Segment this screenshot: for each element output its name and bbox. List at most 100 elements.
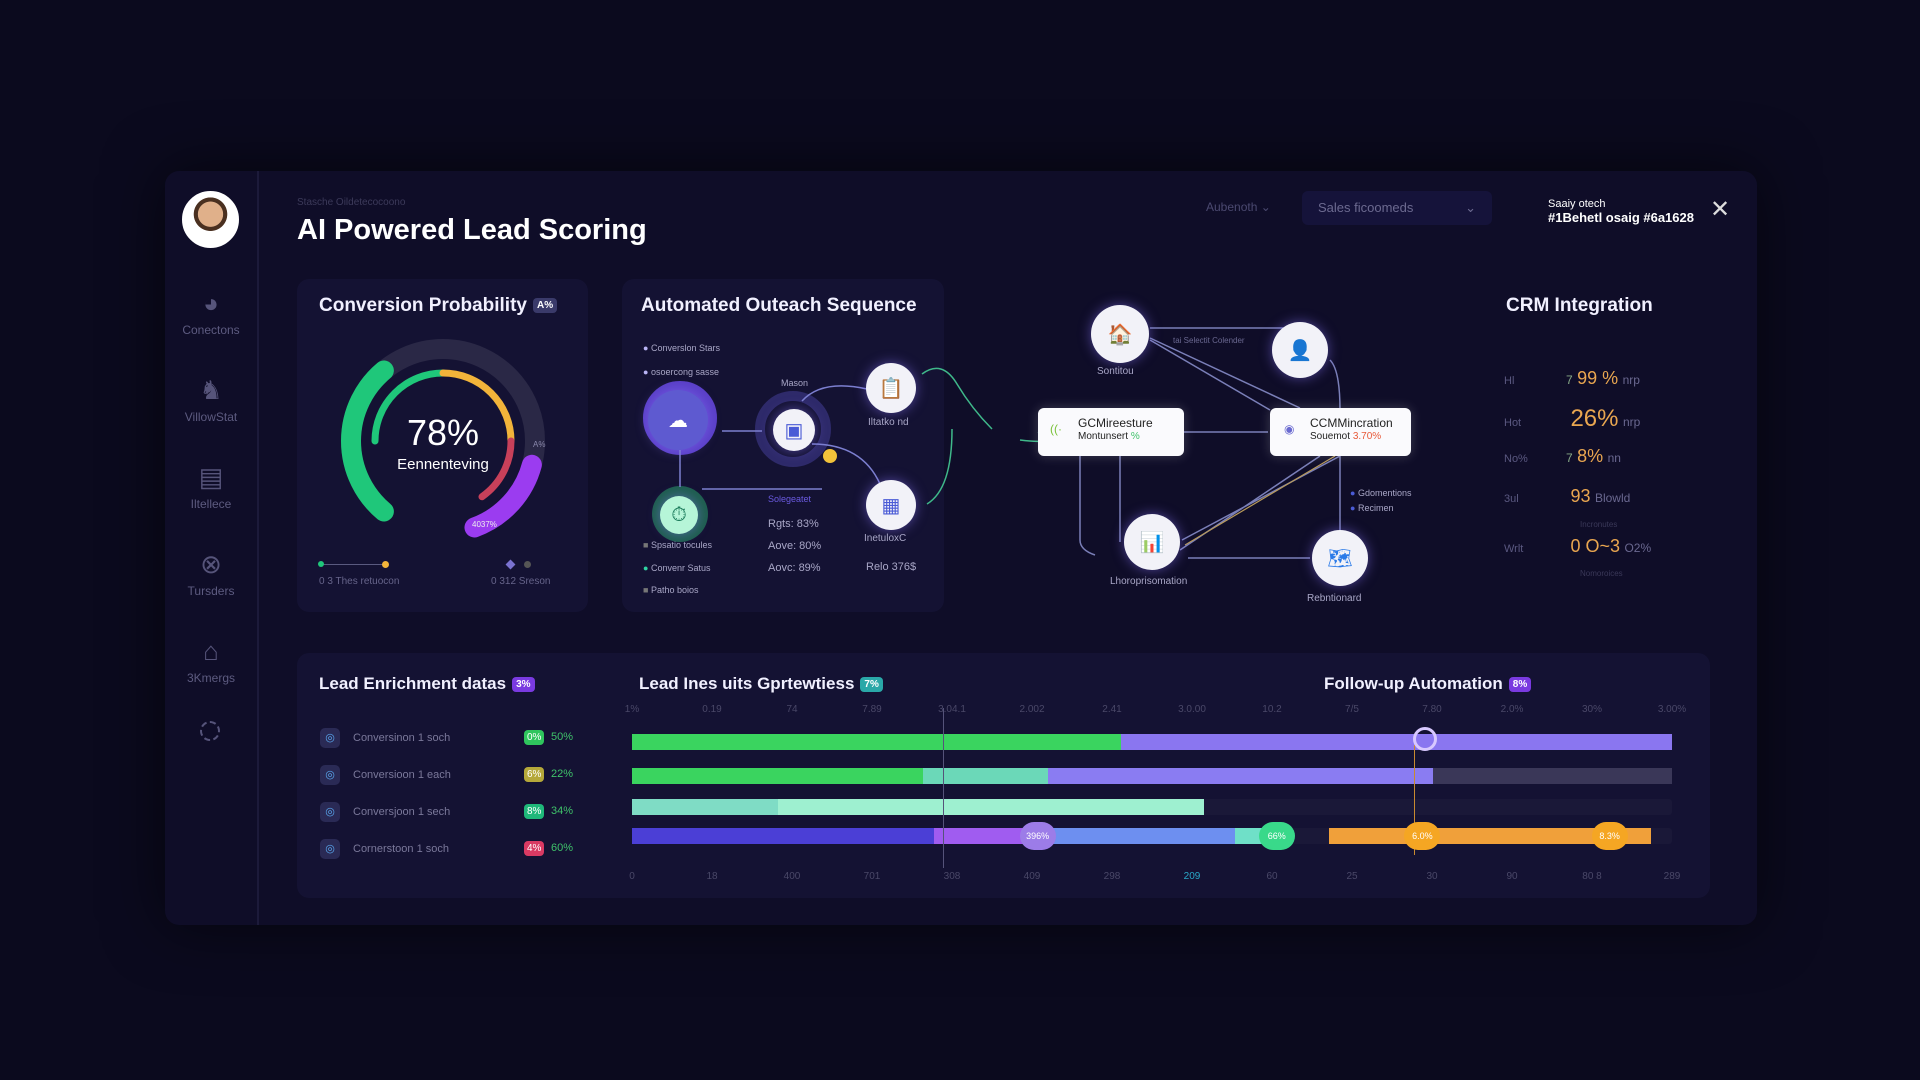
lead-icon: ◎ — [320, 802, 340, 822]
crm-row[interactable]: Hot 26% nrp — [1504, 405, 1704, 433]
gauge-arc — [439, 369, 515, 445]
timeline-marker[interactable]: 8.3% — [1591, 822, 1628, 850]
legend-left: 0 3 Thes retuocon — [319, 576, 400, 587]
outreach-stat: Aovc: 89% — [768, 562, 821, 574]
title-badge: A% — [532, 298, 558, 314]
top-tick: 10.2 — [1262, 704, 1282, 715]
option-1[interactable]: ● Gdomentions — [1350, 488, 1412, 498]
refresh-icon[interactable] — [200, 721, 220, 741]
lead-icon: ◎ — [320, 839, 340, 859]
sidebar-item-iltellece[interactable]: ▤ Iltellece — [170, 462, 252, 511]
top-tick: 2.41 — [1102, 704, 1122, 715]
sidebar-item-tursders[interactable]: ⊗ Tursders — [170, 549, 252, 598]
outreach-legend-item: ■ Patho boios — [643, 585, 699, 595]
crm-note: Incronutes — [1580, 520, 1618, 529]
marker-label: 8.3% — [1599, 831, 1620, 841]
iltatko-node[interactable]: 📋 — [866, 363, 916, 413]
timeline-bar[interactable] — [632, 768, 1672, 784]
enrichment-pct: 34% — [551, 805, 574, 817]
timeline-bar[interactable] — [632, 799, 1672, 815]
enrichment-row[interactable]: ◎ Cornerstoon 1 soch 4% 60% — [320, 839, 580, 859]
flow-lines — [679, 385, 881, 490]
top-tick: 7.80 — [1422, 704, 1442, 715]
lead-icon: ◎ — [320, 765, 340, 785]
conversion-gauge — [341, 339, 545, 538]
sontitou-node[interactable]: 🏠 — [1091, 305, 1149, 363]
bar-segment — [632, 734, 1121, 750]
filter-dropdown[interactable]: Aubenoth ⌄ — [1206, 200, 1271, 214]
top-tick: 7/5 — [1345, 704, 1359, 715]
calendar-icon: ▤ — [198, 462, 224, 492]
outreach-stat: Rgts: 83% — [768, 518, 819, 530]
option-2[interactable]: ● Recimen — [1350, 503, 1394, 513]
contact-node[interactable]: 👤 — [1272, 322, 1328, 378]
drag-handle[interactable] — [1413, 727, 1437, 751]
ccm-node[interactable]: CCMMincration Souemot 3.70% ◉ — [1270, 408, 1411, 456]
sontitou-label: Sontitou — [1097, 366, 1134, 377]
enrichment-badge: 6% — [524, 767, 545, 782]
conversion-title: Conversion Probability A% — [319, 295, 558, 317]
bottom-tick: 409 — [1023, 871, 1041, 882]
crm-row[interactable]: Hl 7 99 % nrp — [1504, 368, 1704, 389]
enrichment-row[interactable]: ◎ Conversinon 1 soch 0% 50% — [320, 728, 580, 748]
gauge-arc — [464, 454, 542, 538]
crm-row-value: 99 % — [1577, 368, 1619, 388]
sidebar-item-villowstat[interactable]: ♞ VillowStat — [170, 375, 252, 424]
outreach-title: Automated Outeach Sequence — [641, 295, 917, 316]
bar-segment — [777, 799, 1204, 815]
marker-label: 396% — [1026, 831, 1050, 841]
timeline-bar[interactable] — [632, 828, 1672, 844]
bar-segment — [923, 768, 1048, 784]
gauge-caption: Eennenteving — [397, 456, 489, 473]
breadcrumb[interactable]: Stasche Oildetecocoono — [297, 197, 406, 208]
lhoro-node[interactable]: 📊 — [1124, 514, 1180, 570]
globe-icon: ◉ — [1284, 422, 1295, 436]
crm-row-prefix: 7 — [1566, 451, 1573, 465]
rebn-node[interactable]: 🗺 — [1312, 530, 1368, 586]
email-node[interactable]: ☁ — [648, 390, 708, 450]
outreach-legend-item: ■ Spsatio tocules — [643, 540, 712, 550]
crm-row[interactable]: 3ul 93 Blowld — [1504, 486, 1704, 507]
enrichment-label: Cornerstoon 1 soch — [353, 843, 449, 855]
crm-row[interactable]: Wrlt 0 O~3 O2% — [1504, 536, 1704, 557]
outreach-legend-item: ● osoercong sasse — [643, 367, 719, 377]
title-badge: 7% — [860, 677, 883, 693]
lhoro-label: Lhoroprisomation — [1110, 576, 1188, 587]
close-icon[interactable]: ✕ — [1710, 196, 1731, 223]
sales-select[interactable]: Sales ficoomeds ⌄ — [1302, 191, 1492, 225]
bottom-tick: 90 — [1506, 871, 1518, 882]
person-icon: ♞ — [199, 375, 223, 405]
inetulox-node[interactable]: ▦ — [866, 480, 916, 530]
card-title: Lead Ines uits Gprtewtiess — [639, 674, 855, 693]
flow-lines — [921, 367, 993, 505]
bottom-tick: 308 — [943, 871, 961, 882]
enrichment-row[interactable]: ◎ Conversjoon 1 sech 8% 34% — [320, 802, 580, 822]
timeline-marker[interactable]: 66% — [1258, 822, 1295, 850]
enrichment-label: Conversjoon 1 sech — [353, 806, 451, 818]
enrichment-label: Conversinon 1 soch — [353, 732, 451, 744]
crm-row-label: No% — [1504, 453, 1528, 465]
node-pct: 3.70% — [1352, 431, 1382, 442]
crm-note: Nomoroices — [1580, 569, 1623, 578]
sidebar-item-3kmergs[interactable]: ⌂ 3Kmergs — [170, 636, 252, 685]
bottom-tick: 80 8 — [1582, 871, 1602, 882]
enrichment-pct: 22% — [551, 768, 574, 780]
mason-node[interactable]: ▣ — [773, 409, 815, 451]
gauge-value: 78% — [406, 412, 480, 453]
sidebar-item-label: VillowStat — [184, 410, 238, 424]
legend-label: Spsatio tocules — [650, 540, 712, 550]
top-tick: 3.00% — [1657, 704, 1687, 715]
enrichment-row[interactable]: ◎ Conversioon 1 each 6% 22% — [320, 765, 580, 785]
avatar[interactable] — [182, 191, 239, 248]
timeline-bar[interactable] — [632, 734, 1672, 750]
timeline-marker[interactable]: 6.0% — [1404, 822, 1441, 850]
page-title: AI Powered Lead Scoring — [297, 214, 647, 246]
gcm-node[interactable]: GCMireesture Montunsert % ((· — [1038, 408, 1184, 456]
timeline-marker[interactable]: 396% — [1019, 822, 1056, 850]
check-node[interactable]: ⏱ — [660, 496, 698, 534]
sidebar-item-conectons[interactable]: ◕ Conectons — [170, 288, 252, 337]
bottom-tick: 25 — [1346, 871, 1358, 882]
legend-dot — [318, 561, 324, 567]
signal-icon: ((· — [1050, 422, 1062, 436]
crm-row[interactable]: No% 7 8% nn — [1504, 446, 1704, 467]
